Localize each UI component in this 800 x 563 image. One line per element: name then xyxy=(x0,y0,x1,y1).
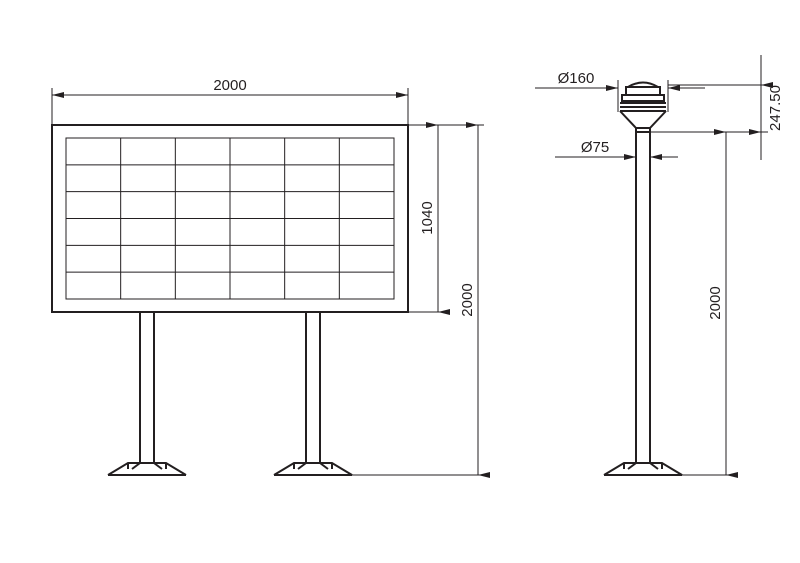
front-view: 2000 1040 2000 xyxy=(52,77,484,475)
side-pole xyxy=(604,132,682,475)
dim-pole-diameter: Ø75 xyxy=(555,139,678,165)
lamp-cap xyxy=(620,83,666,133)
dim-front-overall-height-text: 2000 xyxy=(459,283,476,316)
dim-panel-height: 1040 xyxy=(408,125,444,312)
technical-drawing: 2000 1040 2000 xyxy=(0,0,800,563)
dim-pole-diameter-text: Ø75 xyxy=(581,139,609,156)
dim-cap-diameter: Ø160 xyxy=(535,70,705,112)
front-right-post xyxy=(274,312,352,475)
dim-cap-diameter-text: Ø160 xyxy=(558,70,595,87)
dim-front-overall-height: 2000 xyxy=(352,125,484,475)
side-view: Ø160 Ø75 247.50 2000 xyxy=(535,55,784,475)
dim-panel-height-text: 1040 xyxy=(419,201,436,234)
dim-side-pole-height-text: 2000 xyxy=(707,286,724,319)
dim-cap-height-text: 247.50 xyxy=(767,85,784,131)
dim-cap-height: 247.50 xyxy=(650,55,784,160)
dim-panel-width: 2000 xyxy=(52,77,408,125)
front-left-post xyxy=(108,312,186,475)
dim-panel-width-text: 2000 xyxy=(213,77,246,94)
dim-side-pole-height: 2000 xyxy=(650,132,732,475)
